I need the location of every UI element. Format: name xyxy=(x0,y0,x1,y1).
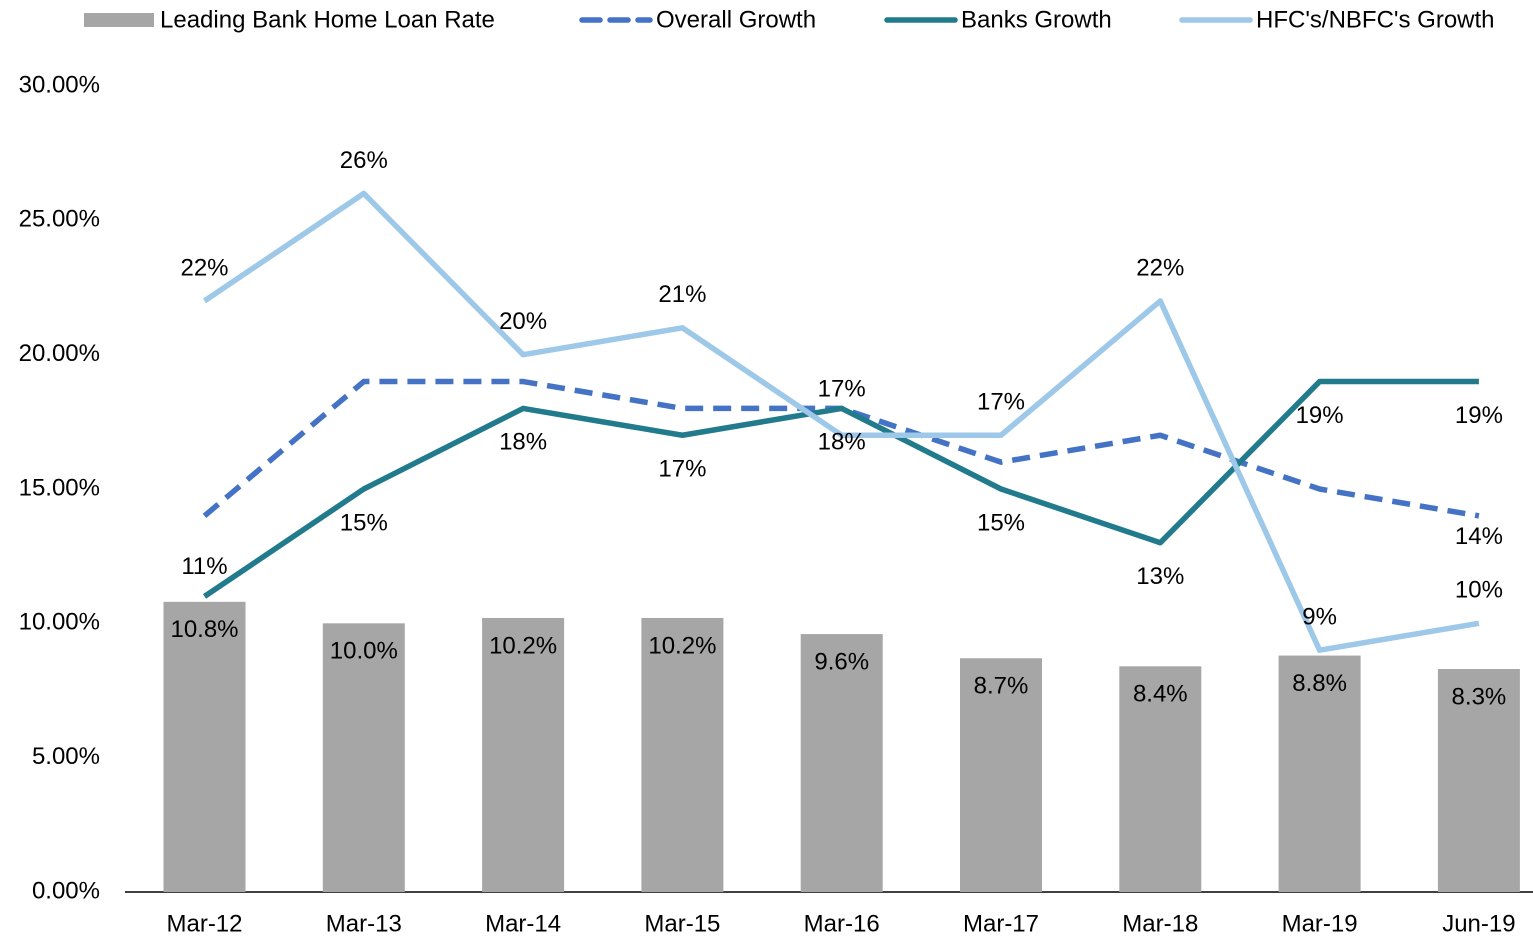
y-tick-label: 10.00% xyxy=(19,609,100,636)
y-tick-label: 5.00% xyxy=(32,743,100,770)
data-label: 10.8% xyxy=(170,616,238,643)
bar xyxy=(960,658,1042,892)
x-tick-label: Mar-14 xyxy=(485,910,561,937)
data-label: 14% xyxy=(1455,523,1503,550)
data-label: 17% xyxy=(818,376,866,403)
y-tick-label: 20.00% xyxy=(19,340,100,367)
data-label: 17% xyxy=(977,389,1025,416)
legend-swatch xyxy=(84,13,154,27)
y-tick-label: 30.00% xyxy=(19,71,100,98)
data-label: 9.6% xyxy=(814,648,869,675)
data-label: 10.0% xyxy=(330,638,398,665)
data-label: 19% xyxy=(1296,402,1344,429)
data-label: 22% xyxy=(1136,254,1184,281)
x-tick-label: Jun-19 xyxy=(1442,910,1515,937)
y-tick-label: 25.00% xyxy=(19,206,100,233)
data-label: 15% xyxy=(340,509,388,536)
data-label: 8.3% xyxy=(1452,683,1507,710)
bar xyxy=(163,601,246,892)
data-label: 8.8% xyxy=(1292,670,1347,697)
line xyxy=(202,190,1480,653)
data-label: 13% xyxy=(1136,563,1184,590)
bar xyxy=(1278,655,1361,892)
bar xyxy=(322,623,405,892)
data-label: 21% xyxy=(658,281,706,308)
legend-label: Leading Bank Home Loan Rate xyxy=(160,6,495,33)
data-label: 8.4% xyxy=(1133,681,1188,708)
data-label: 20% xyxy=(499,308,547,335)
data-label: 26% xyxy=(340,147,388,174)
data-label: 8.7% xyxy=(974,673,1029,700)
data-label: 17% xyxy=(658,456,706,483)
x-tick-label: Mar-16 xyxy=(804,910,880,937)
line xyxy=(202,378,1479,599)
x-tick-label: Mar-17 xyxy=(963,910,1039,937)
data-label: 9% xyxy=(1302,604,1337,631)
legend-label: HFC's/NBFC's Growth xyxy=(1256,6,1495,33)
bar xyxy=(1119,666,1202,892)
data-label: 18% xyxy=(818,429,866,456)
x-tick-label: Mar-19 xyxy=(1282,910,1358,937)
bar xyxy=(1437,669,1520,892)
bar xyxy=(641,617,724,892)
x-tick-label: Mar-18 xyxy=(1122,910,1198,937)
data-label: 10.2% xyxy=(489,632,557,659)
legend-label: Overall Growth xyxy=(656,6,816,33)
bar xyxy=(482,617,565,892)
data-label: 11% xyxy=(181,553,227,580)
bar xyxy=(800,634,883,892)
x-tick-label: Mar-15 xyxy=(644,910,720,937)
x-tick-label: Mar-12 xyxy=(166,910,242,937)
y-tick-label: 15.00% xyxy=(19,474,100,501)
x-tick-label: Mar-13 xyxy=(326,910,402,937)
data-label: 10% xyxy=(1455,577,1503,604)
data-label: 22% xyxy=(180,254,228,281)
data-label: 15% xyxy=(977,509,1025,536)
data-label: 19% xyxy=(1455,402,1503,429)
y-tick-label: 0.00% xyxy=(32,877,100,904)
legend-label: Banks Growth xyxy=(961,6,1112,33)
data-label: 10.2% xyxy=(648,632,716,659)
data-label: 18% xyxy=(499,429,547,456)
